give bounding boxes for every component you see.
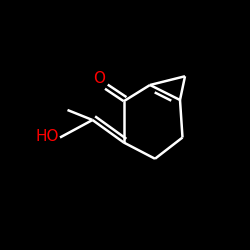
Text: O: O <box>93 71 105 86</box>
Text: HO: HO <box>36 129 59 144</box>
